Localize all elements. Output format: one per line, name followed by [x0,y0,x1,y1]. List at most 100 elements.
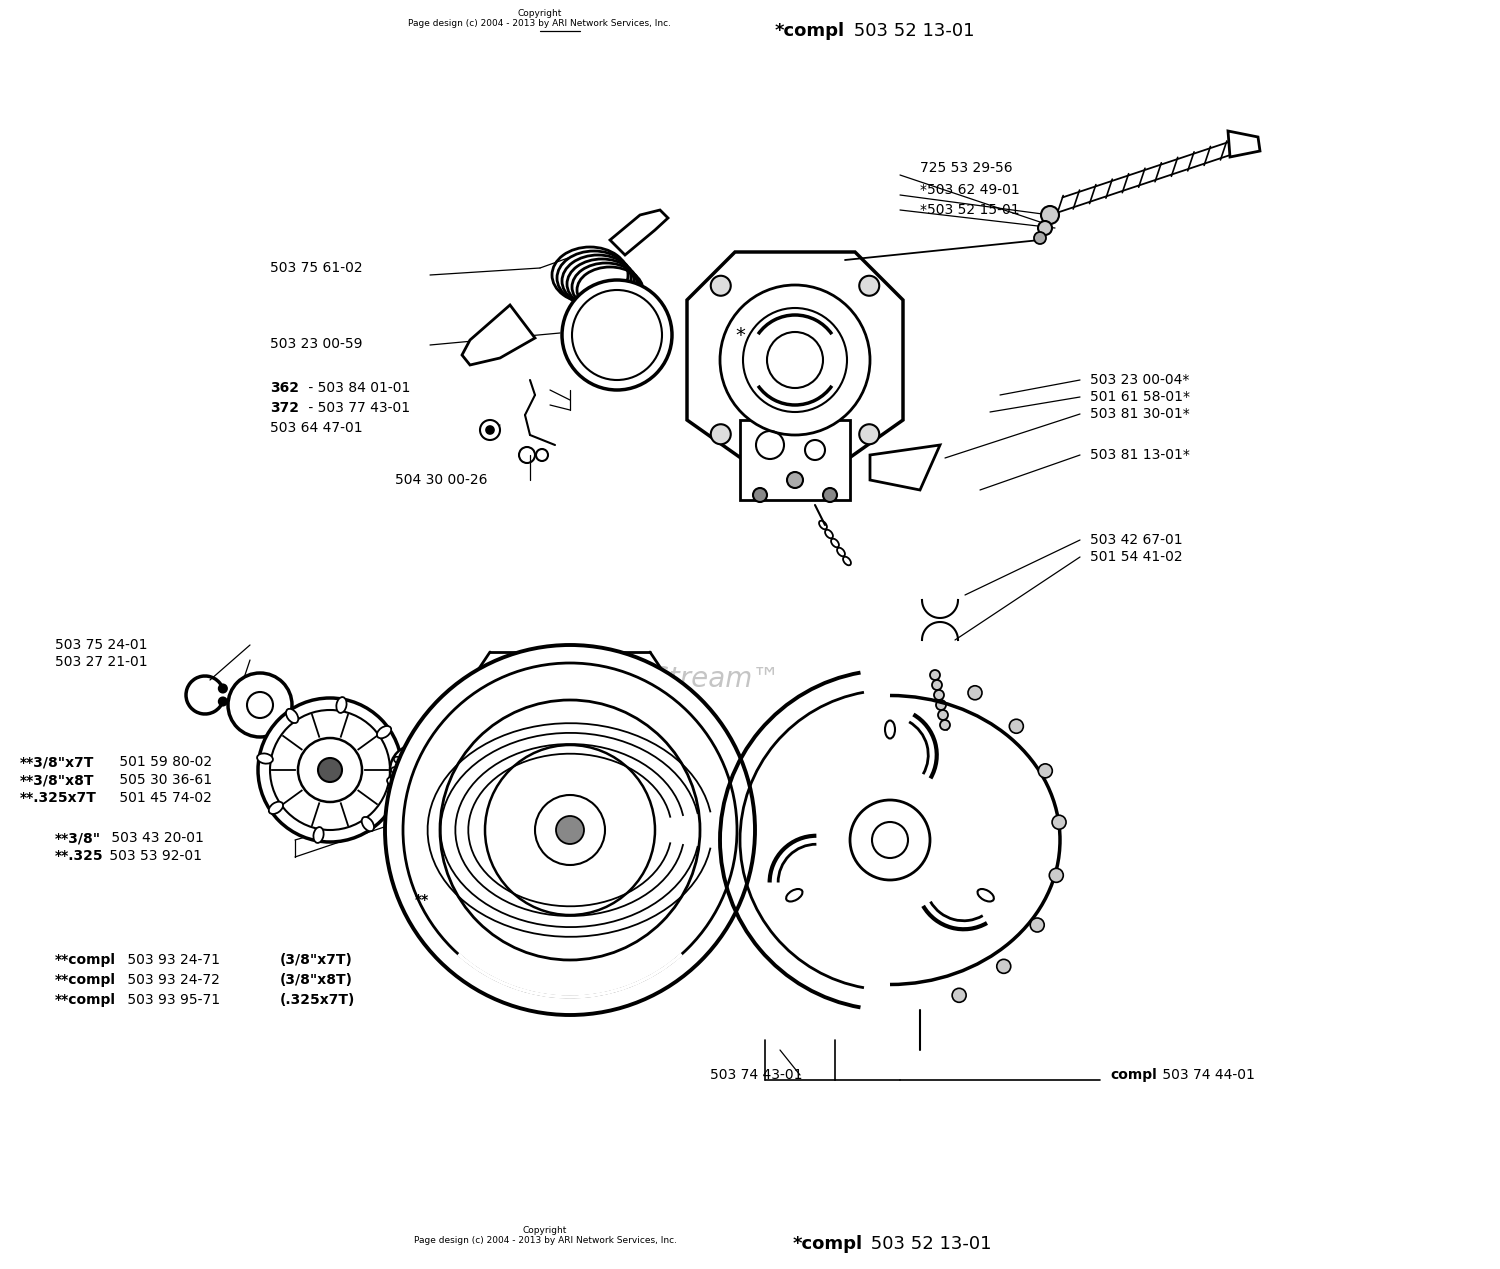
Text: 501 45 74-02: 501 45 74-02 [116,791,212,805]
Text: (.325x7T): (.325x7T) [280,994,356,1008]
Ellipse shape [286,709,298,723]
Circle shape [1034,232,1046,244]
Text: 503 27 21-01: 503 27 21-01 [56,655,147,669]
Text: (3/8"x8T): (3/8"x8T) [280,973,352,987]
Text: 503 93 95-71: 503 93 95-71 [123,994,225,1008]
Text: 501 54 41-02: 501 54 41-02 [1090,549,1182,563]
Text: 372: 372 [270,401,298,415]
Ellipse shape [413,786,419,794]
Ellipse shape [314,827,324,843]
Polygon shape [1228,131,1260,157]
Text: **3/8"x8T: **3/8"x8T [20,773,94,787]
Text: (3/8"x7T): (3/8"x7T) [280,953,352,967]
Text: 503 81 30-01*: 503 81 30-01* [1090,407,1190,421]
Ellipse shape [786,890,802,901]
Circle shape [486,426,494,434]
Text: 503 23 00-04*: 503 23 00-04* [1090,373,1190,387]
Text: compl: compl [1110,1068,1156,1082]
Circle shape [219,698,226,706]
Ellipse shape [390,745,439,794]
Text: 362: 362 [270,381,298,395]
Circle shape [934,690,944,700]
Circle shape [938,709,948,720]
Text: **3/8"x7T: **3/8"x7T [20,755,94,769]
Ellipse shape [402,749,408,756]
Circle shape [859,424,879,444]
Text: 503 74 44-01: 503 74 44-01 [1158,1068,1256,1082]
Ellipse shape [429,756,436,763]
Circle shape [952,989,966,1003]
Circle shape [480,420,500,440]
Circle shape [711,275,730,296]
Ellipse shape [430,766,439,773]
Circle shape [788,472,802,489]
Circle shape [936,700,946,709]
Bar [740,420,850,500]
Text: 503 52 13-01: 503 52 13-01 [847,22,975,41]
Polygon shape [687,253,903,468]
Text: 503 64 47-01: 503 64 47-01 [270,421,363,435]
Ellipse shape [362,817,374,831]
Text: 503 93 24-71: 503 93 24-71 [123,953,225,967]
Text: 505 30 36-61: 505 30 36-61 [116,773,212,787]
Ellipse shape [429,777,436,783]
Text: **3/8": **3/8" [56,831,100,845]
Ellipse shape [268,802,284,813]
Circle shape [824,489,837,503]
Ellipse shape [387,777,404,787]
Text: Copyright
Page design (c) 2004 - 2013 by ARI Network Services, Inc.: Copyright Page design (c) 2004 - 2013 by… [408,9,672,28]
Circle shape [1038,221,1052,235]
Circle shape [228,673,292,737]
Text: 503 93 24-72: 503 93 24-72 [123,973,225,987]
Ellipse shape [394,756,402,763]
Ellipse shape [413,746,419,754]
Circle shape [219,684,226,693]
Text: *compl: *compl [792,1235,862,1253]
Text: *compl: *compl [776,22,844,41]
Text: - 503 77 43-01: - 503 77 43-01 [304,401,410,415]
Text: Copyright
Page design (c) 2004 - 2013 by ARI Network Services, Inc.: Copyright Page design (c) 2004 - 2013 by… [414,1226,676,1245]
Circle shape [386,645,754,1015]
Circle shape [1010,720,1023,733]
Polygon shape [870,445,940,490]
Circle shape [850,799,930,879]
Circle shape [318,758,342,782]
Text: 503 81 13-01*: 503 81 13-01* [1090,448,1190,462]
Circle shape [711,424,730,444]
Text: 504 30 00-26: 504 30 00-26 [394,473,488,487]
Circle shape [940,720,950,730]
Text: **: ** [416,893,429,907]
Text: **.325: **.325 [56,849,104,863]
Text: *503 52 15-01: *503 52 15-01 [920,203,1020,217]
Circle shape [753,489,766,503]
Ellipse shape [885,721,896,739]
Ellipse shape [422,749,429,756]
Polygon shape [610,209,668,255]
Text: ARI PartStream™: ARI PartStream™ [540,665,780,693]
Text: - 503 84 01-01: - 503 84 01-01 [304,381,411,395]
Text: 503 53 92-01: 503 53 92-01 [105,849,202,863]
Text: 725 53 29-56: 725 53 29-56 [920,161,1013,175]
Ellipse shape [392,766,399,773]
Circle shape [720,286,870,435]
Circle shape [932,680,942,690]
Text: **.325x7T: **.325x7T [20,791,98,805]
Ellipse shape [394,777,402,783]
Ellipse shape [376,726,392,739]
Text: 503 75 61-02: 503 75 61-02 [270,261,363,275]
Circle shape [968,685,982,699]
Circle shape [1041,206,1059,225]
Text: 503 43 20-01: 503 43 20-01 [106,831,204,845]
Ellipse shape [336,697,346,713]
Circle shape [998,959,1011,973]
Text: 503 42 67-01: 503 42 67-01 [1090,533,1182,547]
Ellipse shape [978,890,994,901]
Circle shape [556,816,584,844]
Circle shape [1038,764,1053,778]
Text: 503 52 13-01: 503 52 13-01 [865,1235,992,1253]
Text: 501 59 80-02: 501 59 80-02 [116,755,212,769]
Text: 503 74 43-01: 503 74 43-01 [710,1068,803,1082]
Circle shape [258,698,402,843]
Text: **compl: **compl [56,994,116,1008]
Text: 503 23 00-59: 503 23 00-59 [270,338,363,352]
